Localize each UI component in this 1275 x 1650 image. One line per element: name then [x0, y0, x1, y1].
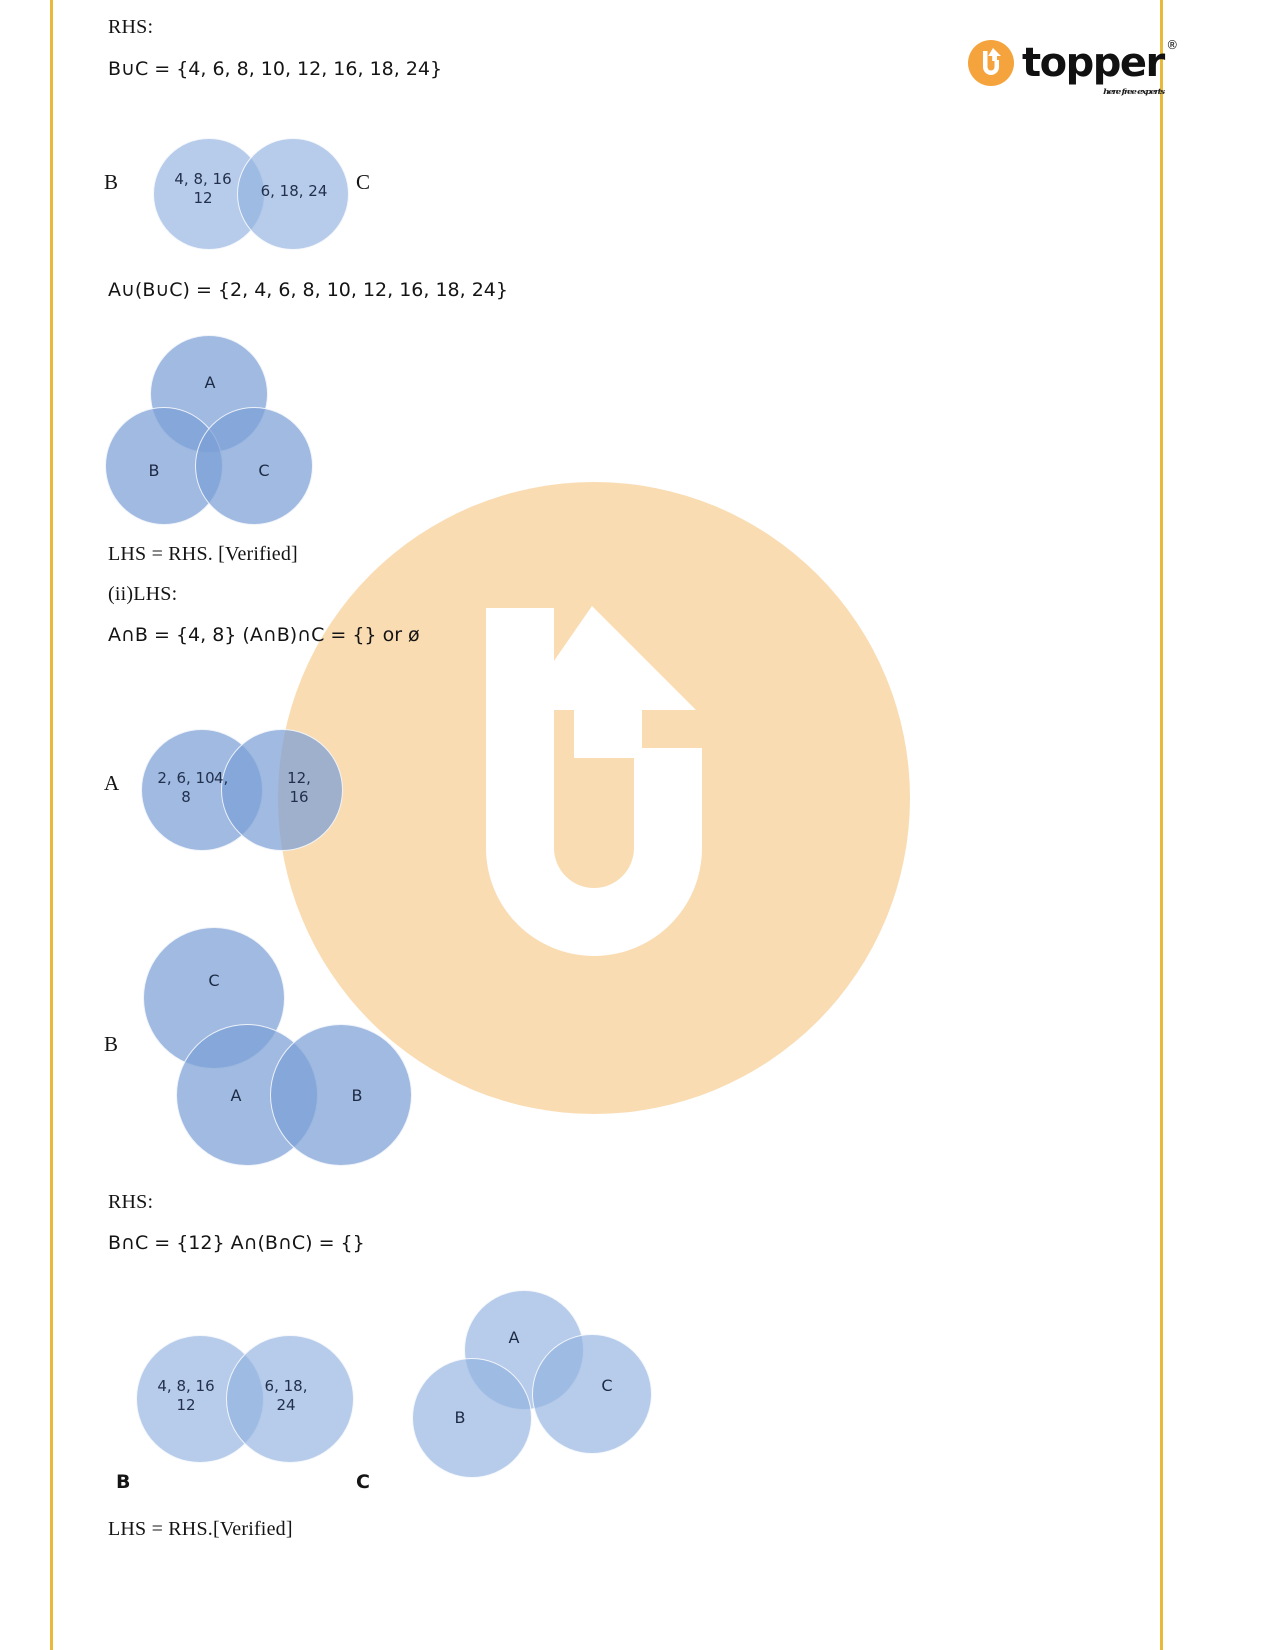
topper-logo[interactable]: topper ® here free experts — [968, 33, 1178, 96]
outside-label-c: C — [356, 170, 371, 194]
circle-b — [221, 729, 343, 851]
page-border-right — [1160, 0, 1163, 1650]
equation-b-union-c: B∪C = {4, 6, 8, 10, 12, 16, 18, 24} — [108, 58, 443, 80]
region-b-only-label: 4, 8, 16 12 — [157, 1377, 215, 1415]
venn-a-intersect-bc-bottom: A B C — [412, 1290, 672, 1478]
circle-a-label: A — [508, 1328, 520, 1347]
region-b-only-label: 4, 8, 16 12 — [174, 170, 232, 208]
circle-b-label: B — [454, 1408, 466, 1427]
outside-label-c: C — [356, 1471, 370, 1493]
circle-a-label: A — [204, 373, 216, 392]
circle-b-label: B — [351, 1086, 363, 1105]
circle-c-label: C — [601, 1376, 613, 1395]
outside-label-a: A — [104, 771, 120, 795]
topper-wordmark: topper ® here free experts — [1022, 39, 1178, 96]
region-c-only-label: 6, 18, 24 — [260, 182, 328, 200]
equation-a-int-b: A∩B = {4, 8} (A∩B)∩C = {} or ø — [108, 624, 420, 646]
circle-c — [195, 407, 313, 525]
venn-abc-intersect-empty: C A B B — [104, 920, 438, 1170]
circle-c — [226, 1335, 354, 1463]
equation-b-int-c: B∩C = {12} A∩(B∩C) = {} — [108, 1232, 365, 1254]
equation-a-union-bc: A∪(B∪C) = {2, 4, 6, 8, 10, 12, 16, 18, 2… — [108, 279, 508, 301]
label-rhs-2: RHS: — [108, 1191, 154, 1213]
topper-tagline: here free experts — [1103, 87, 1165, 97]
circle-b-label: B — [148, 461, 160, 480]
topper-wordmark-text: topper — [1022, 40, 1165, 86]
label-verified-1: LHS = RHS. [Verified] — [108, 543, 298, 565]
circle-b — [270, 1024, 412, 1166]
label-rhs-1: RHS: — [108, 16, 154, 38]
watermark-u-arrow-icon — [486, 606, 702, 956]
outside-label-b: B — [116, 1471, 131, 1493]
region-a-only-label: 2, 6, 10 8 — [157, 769, 215, 807]
venn-b-union-c: 4, 8, 16 12 6, 18, 24 B C — [104, 130, 408, 255]
region-b-only-label: 12, 16 — [287, 769, 311, 807]
label-part-ii-lhs: (ii)LHS: — [108, 583, 178, 605]
circle-c-label: C — [208, 971, 220, 990]
outside-label-b: B — [104, 1032, 119, 1056]
region-intersection-label: 4, — [214, 769, 229, 787]
registered-mark: ® — [1166, 38, 1178, 52]
circle-b — [412, 1358, 532, 1478]
circle-c-label: C — [258, 461, 270, 480]
circle-a-label: A — [230, 1086, 242, 1105]
page-border-left — [50, 0, 53, 1650]
region-c-only-label: 6, 18, 24 — [264, 1377, 308, 1415]
topper-logo-mark-icon — [968, 40, 1014, 86]
topper-watermark — [278, 482, 910, 1114]
label-verified-2: LHS = RHS.[Verified] — [108, 1518, 293, 1540]
venn-b-intersect-c-bottom: 4, 8, 16 12 6, 18, 24 B C — [108, 1325, 408, 1500]
circle-c — [532, 1334, 652, 1454]
venn-a-intersect-b: 2, 6, 10 8 4, 12, 16 A — [104, 715, 408, 865]
outside-label-b: B — [104, 170, 119, 194]
circle-c — [237, 138, 349, 250]
venn-three-set-abc: A B C — [105, 335, 325, 525]
